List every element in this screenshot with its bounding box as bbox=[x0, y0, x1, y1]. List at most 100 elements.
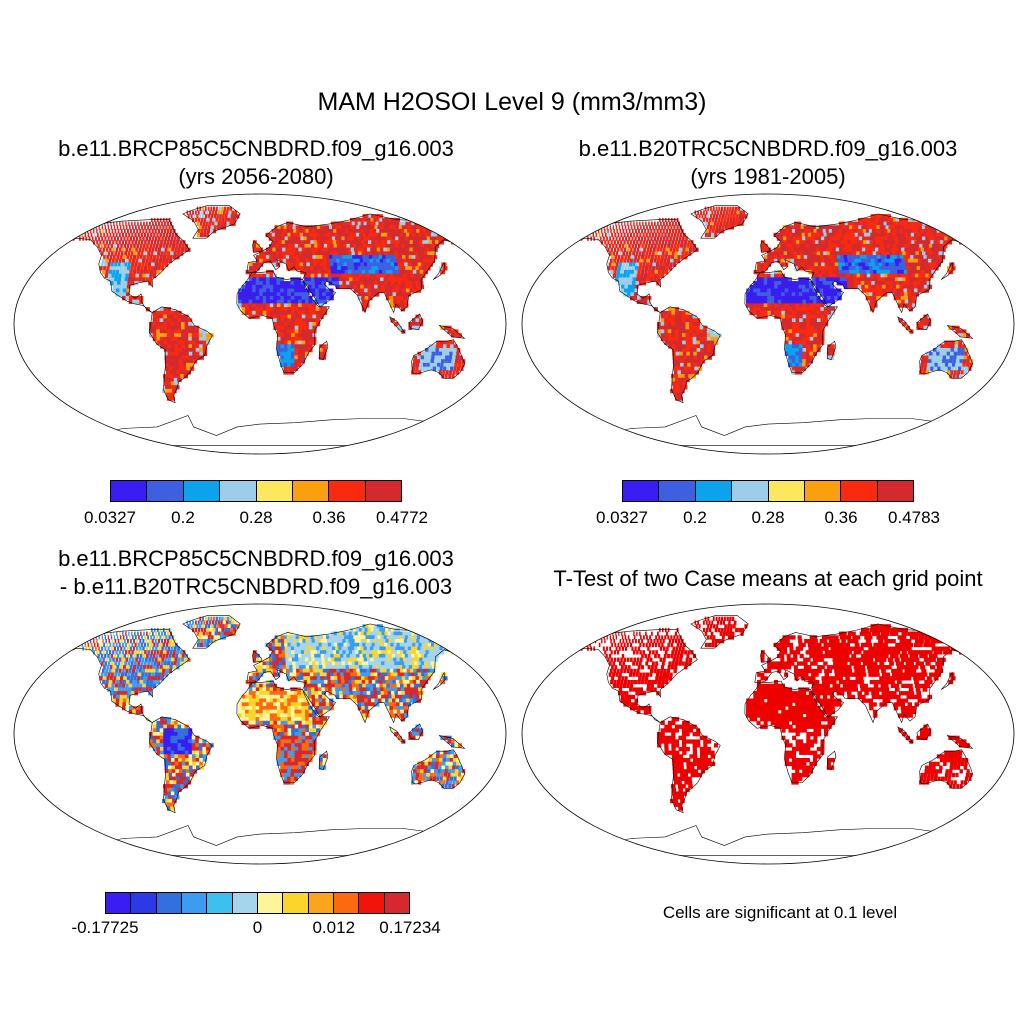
coastline-madagascar bbox=[826, 340, 837, 361]
coastline-japan bbox=[432, 261, 446, 280]
coastline-newGuinea bbox=[438, 735, 466, 749]
colorbar-swatch bbox=[659, 481, 696, 501]
map-border bbox=[521, 193, 1015, 455]
panel-c-title-line2: - b.e11.B20TRC5CNBDRD.f09_g16.003 bbox=[59, 574, 453, 599]
coastline-borneo bbox=[408, 723, 423, 741]
coastline-eurasia bbox=[246, 623, 477, 724]
panel-b-map bbox=[521, 193, 1015, 455]
colorbar-swatch bbox=[768, 481, 805, 501]
coastline-australia bbox=[919, 749, 974, 789]
colorbar-swatch bbox=[256, 481, 293, 501]
colorbar-swatch bbox=[804, 481, 842, 501]
coastline-australia bbox=[919, 339, 974, 379]
coastline-newGuinea bbox=[946, 735, 974, 749]
coastline-eurasia bbox=[754, 213, 985, 314]
coastline-madagascar bbox=[318, 750, 329, 771]
colorbar-tick-label: -0.17725 bbox=[71, 918, 139, 937]
coastline-greenland bbox=[182, 615, 241, 649]
coastline-sumatra bbox=[897, 316, 914, 334]
colorbar-tick-label: 0.4783 bbox=[888, 508, 940, 527]
colorbar-tick-label: 0.36 bbox=[824, 508, 858, 527]
panel-d-title-line1: T-Test of two Case means at each grid po… bbox=[553, 566, 983, 591]
colorbar-swatch bbox=[183, 481, 221, 501]
colorbar-swatch bbox=[732, 481, 769, 501]
colorbar-swatch bbox=[359, 893, 385, 913]
coastline-northAmerica bbox=[57, 629, 190, 723]
colorbar-tick-label: 0.012 bbox=[312, 918, 356, 937]
coastline-uk bbox=[252, 650, 262, 663]
coastline-newZealand bbox=[981, 376, 1003, 391]
colorbar-tick-label: 0.36 bbox=[312, 508, 346, 527]
coastline-greenland bbox=[690, 205, 749, 239]
coastline-australia bbox=[411, 749, 466, 789]
coastline-australia bbox=[411, 339, 466, 379]
colorbar-tick-label: 0 bbox=[252, 918, 263, 937]
coastline-eurasia bbox=[246, 213, 477, 314]
panel-b-title: b.e11.B20TRC5CNBDRD.f09_g16.003 (yrs 198… bbox=[512, 135, 1024, 191]
colorbar-swatch bbox=[365, 481, 401, 501]
figure-title: MAM H2OSOI Level 9 (mm3/mm3) bbox=[317, 88, 707, 116]
panel-a-title: b.e11.BRCP85C5CNBDRD.f09_g16.003 (yrs 20… bbox=[0, 135, 512, 191]
colorbar-swatch bbox=[292, 481, 330, 501]
map-border bbox=[13, 603, 507, 865]
panel-b-title-line1: b.e11.B20TRC5CNBDRD.f09_g16.003 bbox=[578, 136, 958, 161]
colorbar-swatch bbox=[131, 893, 157, 913]
panel-a-title-line1: b.e11.BRCP85C5CNBDRD.f09_g16.003 bbox=[58, 136, 454, 161]
panel-c-map bbox=[13, 603, 507, 865]
colorbar-swatch bbox=[232, 893, 258, 913]
panel-a-title-line2: (yrs 2056-2080) bbox=[178, 164, 334, 189]
panel-c-colorbar bbox=[105, 892, 410, 914]
map-border bbox=[521, 603, 1015, 865]
coastline-japan bbox=[940, 671, 954, 690]
colorbar-swatch bbox=[257, 893, 284, 913]
coastline-northAmerica bbox=[565, 219, 698, 313]
coastline-sumatra bbox=[897, 726, 914, 744]
panel-c-title: b.e11.BRCP85C5CNBDRD.f09_g16.003 - b.e11… bbox=[0, 545, 512, 601]
colorbar-swatch bbox=[623, 481, 660, 501]
coastline-newZealand bbox=[473, 786, 495, 801]
coastline-sumatra bbox=[389, 726, 406, 744]
coastline-africa bbox=[236, 270, 330, 373]
colorbar-swatch bbox=[333, 893, 360, 913]
coastline-northAmerica bbox=[57, 219, 190, 313]
panel-a-colorbar bbox=[110, 480, 402, 502]
coastline-greenland bbox=[182, 205, 241, 239]
coastline-greenland bbox=[690, 615, 749, 649]
coastline-africa bbox=[744, 680, 838, 783]
land-field bbox=[567, 616, 999, 811]
colorbar-swatch bbox=[695, 481, 733, 501]
map-border bbox=[13, 193, 507, 455]
coastline-uk bbox=[760, 240, 770, 253]
colorbar-swatch bbox=[111, 481, 148, 501]
panel-a-map bbox=[13, 193, 507, 455]
colorbar-swatch bbox=[877, 481, 913, 501]
colorbar-swatch bbox=[207, 893, 233, 913]
coastline-southAmerica bbox=[149, 306, 213, 404]
coastline-newGuinea bbox=[946, 325, 974, 339]
coastline-northAmerica bbox=[565, 629, 698, 723]
colorbar-swatch bbox=[283, 893, 309, 913]
coastline-eurasia bbox=[754, 623, 985, 724]
coastline-newGuinea bbox=[438, 325, 466, 339]
land-field bbox=[567, 206, 999, 401]
coastline-africa bbox=[236, 680, 330, 783]
colorbar-swatch bbox=[384, 893, 409, 913]
panel-c-title-line1: b.e11.BRCP85C5CNBDRD.f09_g16.003 bbox=[58, 546, 454, 571]
coastlines bbox=[57, 615, 495, 856]
colorbar-swatch bbox=[220, 481, 257, 501]
land-field bbox=[59, 206, 491, 401]
coastline-borneo bbox=[916, 313, 931, 331]
coastline-japan bbox=[432, 671, 446, 690]
colorbar-tick-label: 0.17234 bbox=[379, 918, 441, 937]
coastline-southAmerica bbox=[149, 716, 213, 814]
coastline-southAmerica bbox=[657, 716, 721, 814]
coastline-uk bbox=[252, 240, 262, 253]
coastline-madagascar bbox=[826, 750, 837, 771]
colorbar-tick-label: 0.28 bbox=[239, 508, 273, 527]
panel-d-map bbox=[521, 603, 1015, 865]
coastline-borneo bbox=[916, 723, 931, 741]
coastline-sumatra bbox=[389, 316, 406, 334]
panel-b-colorbar bbox=[622, 480, 914, 502]
coastline-madagascar bbox=[318, 340, 329, 361]
colorbar-tick-label: 0.0327 bbox=[84, 508, 136, 527]
